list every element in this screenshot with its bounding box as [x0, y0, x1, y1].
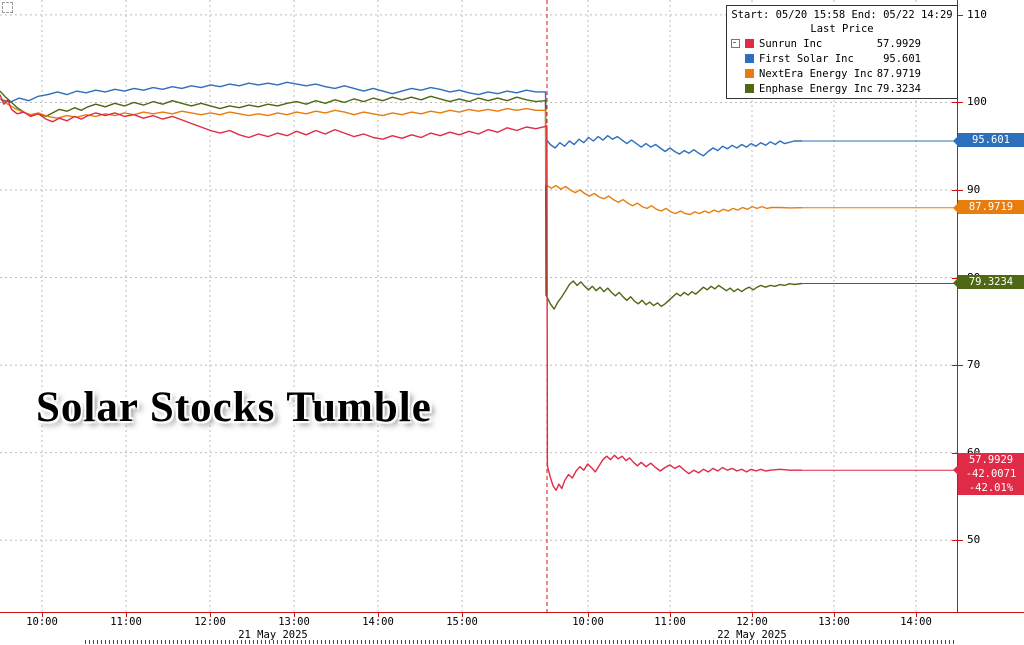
legend-item-value: 79.3234: [876, 82, 921, 95]
legend-color-swatch: [745, 69, 754, 78]
legend-item-value: 95.601: [883, 52, 921, 65]
y-tick-label: 50: [967, 533, 981, 547]
price-badge-arrow: [953, 278, 958, 289]
legend-color-swatch: [745, 54, 754, 63]
legend-item-enphase-energy-inc[interactable]: Enphase Energy Inc 79.3234: [727, 81, 957, 96]
legend-header: Last Price: [810, 23, 874, 35]
x-axis-date-label: 21 May 2025: [238, 629, 308, 641]
x-tick-mark: [126, 613, 127, 617]
series-line-sunrun-inc: [0, 94, 802, 491]
price-badge-text: -42.01%: [968, 482, 1014, 495]
price-badge-arrow: [953, 202, 958, 213]
x-tick-label: 12:00: [194, 616, 226, 628]
y-tick-label: 70: [967, 358, 981, 372]
y-axis-line: [957, 0, 958, 612]
x-tick-mark: [42, 613, 43, 617]
x-tick-mark: [378, 613, 379, 617]
y-tick-mark: [952, 189, 963, 191]
x-tick-label: 11:00: [654, 616, 686, 628]
legend-item-sunrun-inc[interactable]: Sunrun Inc 57.9929: [727, 36, 957, 51]
x-tick-label: 10:00: [26, 616, 58, 628]
y-tick-mark: [952, 540, 963, 542]
minor-tick-strip: [85, 640, 957, 644]
x-tick-label: 14:00: [362, 616, 394, 628]
price-badge-text: 79.3234: [968, 276, 1014, 289]
legend-range: Start: 05/20 15:58 End: 05/22 14:29: [731, 9, 953, 21]
legend-item-name: Enphase Energy Inc: [759, 82, 873, 95]
x-axis-date-label: 22 May 2025: [717, 629, 787, 641]
series-line-nextera-energy-inc: [0, 98, 803, 216]
price-badge: 57.9929 -42.0071 -42.01%: [953, 453, 1024, 496]
x-tick-label: 13:00: [278, 616, 310, 628]
x-tick-mark: [670, 613, 671, 617]
x-tick-label: 11:00: [110, 616, 142, 628]
y-tick-label: 100: [967, 95, 987, 109]
legend-items: Sunrun Inc 57.9929 First Solar Inc 95.601 Ne…: [727, 36, 957, 96]
price-badge: 95.601: [953, 132, 1024, 147]
x-axis-line: [0, 612, 1024, 613]
legend-expander-box[interactable]: [731, 39, 740, 48]
price-badge-text: 87.9719: [968, 200, 1014, 213]
x-tick-label: 12:00: [736, 616, 768, 628]
price-badge-arrow: [953, 135, 958, 146]
legend-item-value: 87.9719: [876, 67, 921, 80]
price-badge-text: 57.9929: [968, 454, 1014, 467]
expand-box[interactable]: [2, 2, 13, 13]
x-tick-mark: [752, 613, 753, 617]
legend-item-nextera-energy-inc[interactable]: NextEra Energy Inc 87.9719: [727, 66, 957, 81]
legend-item-name: First Solar Inc: [759, 52, 854, 65]
legend-item-name: NextEra Energy Inc: [759, 67, 873, 80]
y-tick-mark: [952, 365, 963, 367]
x-tick-mark: [916, 613, 917, 617]
chart-title-overlay: Solar Stocks Tumble: [36, 384, 432, 431]
x-tick-mark: [294, 613, 295, 617]
y-tick-mark: [952, 102, 963, 104]
chart-plot-area[interactable]: [0, 0, 957, 612]
x-tick-label: 13:00: [818, 616, 850, 628]
legend-box: Start: 05/20 15:58 End: 05/22 14:29 Last…: [726, 5, 958, 99]
x-tick-label: 14:00: [900, 616, 932, 628]
price-badge-text: 95.601: [972, 133, 1010, 146]
legend-item-value: 57.9929: [876, 37, 921, 50]
legend-item-first-solar-inc[interactable]: First Solar Inc 95.601: [727, 51, 957, 66]
series-line-first-solar-inc: [0, 81, 802, 157]
legend-color-swatch: [745, 39, 754, 48]
y-tick-label: 110: [967, 7, 987, 21]
x-tick-mark: [462, 613, 463, 617]
series-line-enphase-energy-inc: [0, 90, 803, 310]
x-tick-label: 15:00: [446, 616, 478, 628]
price-badge: 87.9719: [953, 199, 1024, 214]
y-tick-mark: [952, 277, 963, 279]
x-tick-mark: [588, 613, 589, 617]
price-badge: 79.3234: [953, 275, 1024, 290]
x-tick-mark: [834, 613, 835, 617]
legend-color-swatch: [745, 84, 754, 93]
y-tick-mark: [952, 452, 963, 454]
price-badge-text: -42.0071: [965, 468, 1017, 481]
legend-item-name: Sunrun Inc: [759, 37, 823, 50]
price-badge-arrow: [953, 465, 958, 476]
x-tick-label: 10:00: [572, 616, 604, 628]
y-tick-label: 90: [967, 182, 981, 196]
x-tick-mark: [210, 613, 211, 617]
